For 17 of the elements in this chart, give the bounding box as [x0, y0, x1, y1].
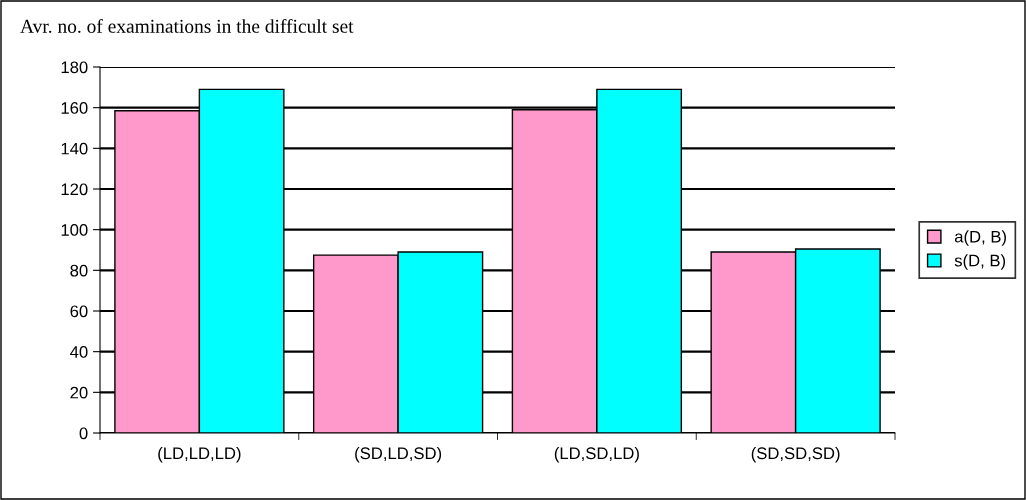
- y-tick-label: 80: [70, 264, 88, 277]
- y-tick-label: 120: [61, 183, 88, 196]
- legend-label: s(D, B): [954, 254, 1006, 270]
- y-tick-label: 0: [79, 427, 88, 440]
- legend-label: a(D, B): [954, 230, 1006, 246]
- x-tick-label: (SD,SD,SD): [751, 446, 840, 463]
- y-tick-label: 140: [61, 142, 88, 155]
- x-tick-label: (SD,LD,SD): [355, 446, 442, 463]
- y-tick-label: 160: [61, 102, 88, 114]
- x-tick-label: (LD,SD,LD): [554, 446, 639, 463]
- y-tick-label: 100: [61, 224, 88, 236]
- y-tick-label: 60: [70, 305, 88, 318]
- y-tick-label: 20: [70, 386, 88, 399]
- chart-title: Avr. no. of examinations in the difficult set: [20, 18, 354, 33]
- x-tick-label: (LD,LD,LD): [158, 446, 241, 463]
- y-tick-label: 40: [70, 346, 88, 358]
- y-tick-label: 180: [61, 61, 88, 74]
